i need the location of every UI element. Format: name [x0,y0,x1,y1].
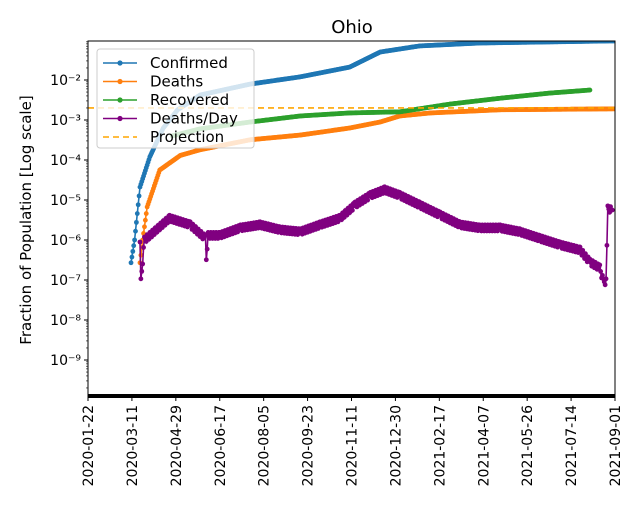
series-recovered-point [587,87,593,93]
series-deaths-day-point [203,257,209,263]
x-tick-label: 2020-11-11 [345,405,361,486]
series-confirmed-point [129,254,135,260]
series-deaths-day-point [349,207,355,213]
x-tick-label: 2021-09-01 [608,405,624,486]
series-deaths-point [142,224,147,230]
y-axis-label: Fraction of Population [Log scale] [17,95,35,344]
series-deaths-day-point [140,261,146,267]
y-tick-label: 10⁻³ [50,113,81,129]
series-confirmed-point [131,243,137,249]
y-axis: 10⁻² 10⁻³ 10⁻⁴ 10⁻⁵ 10⁻⁶ 10⁻⁷ 10⁻⁸ 10⁻⁹ [50,41,88,389]
series-deaths-day-point [204,246,210,252]
series-confirmed-point [136,193,142,199]
x-tick-label: 2020-03-11 [125,405,141,486]
series-deaths-day-point [583,251,588,257]
series-deaths-day-point [335,219,341,225]
x-tick-label: 2021-04-07 [476,405,492,486]
x-tick-label: 2021-02-17 [432,405,448,486]
series-deaths-day-point [380,191,386,196]
legend-deaths-day-label: Deaths/Day [150,110,238,128]
legend-recovered-label: Recovered [150,91,229,109]
y-tick-label: 10⁻⁶ [50,233,81,249]
series-confirmed-point [612,41,615,44]
legend-deaths-marker [117,78,123,85]
series-deaths-day-point [604,242,610,248]
series-deaths-day-point [598,269,604,274]
x-minor-ticks [88,394,615,398]
y-tick-label: 10⁻⁴ [50,153,81,169]
legend: ConfirmedDeathsRecoveredDeaths/DayProjec… [96,48,255,149]
series-deaths-day-point [235,229,241,235]
x-tick-label: 2020-08-05 [257,405,273,486]
series-deaths-point [142,217,148,223]
series-deaths-point [143,211,149,216]
series-deaths-day-point [577,244,583,250]
series-deaths-day-point [139,268,145,274]
x-tick-label: 2020-12-30 [388,405,404,486]
x-tick-label: 2020-06-17 [213,405,229,486]
legend-recovered-marker [117,97,123,103]
series-deaths-day-point [609,207,615,213]
series-deaths-day-point [597,262,603,268]
series-confirmed-point [135,202,141,208]
series-deaths-day-point [138,276,144,282]
y-tick-label: 10⁻⁵ [50,193,81,209]
legend-projection-label: Projection [150,128,224,146]
y-tick-label: 10⁻⁹ [50,353,81,369]
y-tick-label: 10⁻² [50,73,81,89]
series-deaths-day-point [215,236,221,241]
chart-title: Ohio [331,17,373,38]
x-axis: 2020-01-22 2020-03-11 2020-04-29 2020-06-17… [81,394,624,486]
series-deaths-day-point [137,239,143,245]
series-confirmed-point [134,211,140,216]
series-confirmed-point [132,237,138,243]
legend-confirmed-label: Confirmed [150,54,228,72]
series-confirmed-point [128,260,134,266]
series-confirmed-point [133,228,138,234]
x-tick-label: 2020-01-22 [81,405,97,486]
x-tick-label: 2021-07-14 [564,405,580,486]
y-tick-label: 10⁻⁷ [50,273,81,289]
series-deaths-day-point [365,197,371,203]
legend-confirmed-marker [117,60,123,66]
x-tick-label: 2020-09-23 [301,405,317,486]
x-tick-label: 2021-05-26 [520,405,536,486]
series-deaths-day-point [141,245,146,250]
legend-deaths-day-marker [117,115,123,122]
x-tick-label: 2020-04-29 [169,405,185,486]
series-deaths-day-point [602,282,608,288]
y-tick-label: 10⁻⁸ [50,313,81,329]
legend-box [96,48,255,149]
series-deaths-day-point [603,276,609,282]
series-confirmed-point [130,248,136,254]
legend-deaths-label: Deaths [150,73,203,91]
series-deaths-day-point [580,247,586,253]
series-confirmed-point [133,219,139,225]
